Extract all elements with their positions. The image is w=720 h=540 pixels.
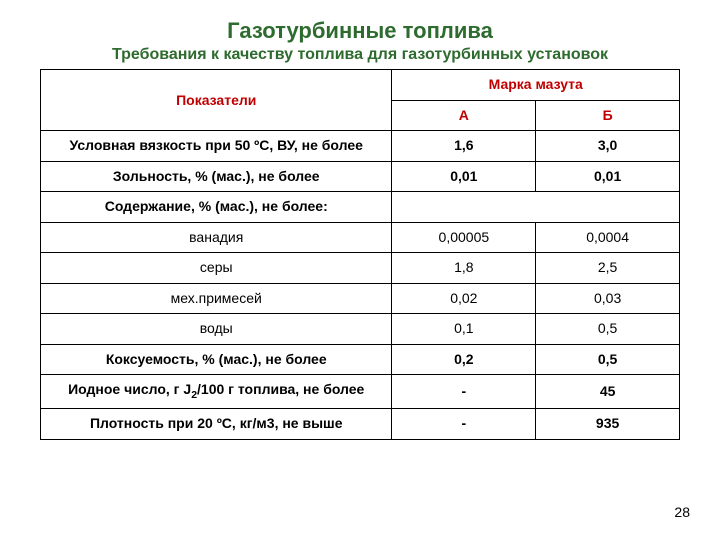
page-number: 28 bbox=[674, 504, 690, 520]
row-label: серы bbox=[41, 253, 392, 284]
row-value-b: 3,0 bbox=[536, 131, 680, 162]
row-label: Иодное число, г J2/100 г топлива, не бол… bbox=[41, 375, 392, 409]
table-row: ванадия0,000050,0004 bbox=[41, 222, 680, 253]
row-label: Содержание, % (мас.), не более: bbox=[41, 192, 392, 223]
table-row: Коксуемость, % (мас.), не более0,20,5 bbox=[41, 344, 680, 375]
row-value-a: 0,02 bbox=[392, 283, 536, 314]
row-value-a: 1,8 bbox=[392, 253, 536, 284]
table-row: мех.примесей0,020,03 bbox=[41, 283, 680, 314]
row-value-b: 2,5 bbox=[536, 253, 680, 284]
header-col-a: А bbox=[392, 100, 536, 131]
header-brand-group: Марка мазута bbox=[392, 70, 680, 101]
row-value-a: 0,00005 bbox=[392, 222, 536, 253]
page-subtitle: Требования к качеству топлива для газоту… bbox=[0, 45, 720, 65]
row-value-a: 0,01 bbox=[392, 161, 536, 192]
row-label: Зольность, % (мас.), не более bbox=[41, 161, 392, 192]
spec-table: Показатели Марка мазута А Б Условная вяз… bbox=[40, 69, 680, 439]
row-value-a: - bbox=[392, 375, 536, 409]
header-indicators: Показатели bbox=[41, 70, 392, 131]
row-value-b: 0,5 bbox=[536, 314, 680, 345]
table-body: Условная вязкость при 50 ºС, ВУ, не боле… bbox=[41, 131, 680, 439]
row-label: ванадия bbox=[41, 222, 392, 253]
table-row: воды0,10,5 bbox=[41, 314, 680, 345]
row-value-b: 0,03 bbox=[536, 283, 680, 314]
table-row: Плотность при 20 ºС, кг/м3, не выше-935 bbox=[41, 409, 680, 440]
row-label: воды bbox=[41, 314, 392, 345]
row-value-a: - bbox=[392, 409, 536, 440]
table-row: Условная вязкость при 50 ºС, ВУ, не боле… bbox=[41, 131, 680, 162]
row-label: мех.примесей bbox=[41, 283, 392, 314]
row-label: Коксуемость, % (мас.), не более bbox=[41, 344, 392, 375]
row-value-b: 0,0004 bbox=[536, 222, 680, 253]
table-row: Зольность, % (мас.), не более0,010,01 bbox=[41, 161, 680, 192]
row-label: Условная вязкость при 50 ºС, ВУ, не боле… bbox=[41, 131, 392, 162]
row-value-b: 0,01 bbox=[536, 161, 680, 192]
table-row: Содержание, % (мас.), не более: bbox=[41, 192, 680, 223]
table-header: Показатели Марка мазута А Б bbox=[41, 70, 680, 131]
row-value-a: 0,1 bbox=[392, 314, 536, 345]
row-value-merged bbox=[392, 192, 680, 223]
spec-table-container: Показатели Марка мазута А Б Условная вяз… bbox=[40, 69, 680, 439]
row-value-b: 0,5 bbox=[536, 344, 680, 375]
row-value-a: 0,2 bbox=[392, 344, 536, 375]
row-label: Плотность при 20 ºС, кг/м3, не выше bbox=[41, 409, 392, 440]
header-col-b: Б bbox=[536, 100, 680, 131]
row-value-b: 935 bbox=[536, 409, 680, 440]
table-row: серы1,82,5 bbox=[41, 253, 680, 284]
page-title: Газотурбинные топлива bbox=[0, 18, 720, 43]
row-value-b: 45 bbox=[536, 375, 680, 409]
table-row: Иодное число, г J2/100 г топлива, не бол… bbox=[41, 375, 680, 409]
row-value-a: 1,6 bbox=[392, 131, 536, 162]
